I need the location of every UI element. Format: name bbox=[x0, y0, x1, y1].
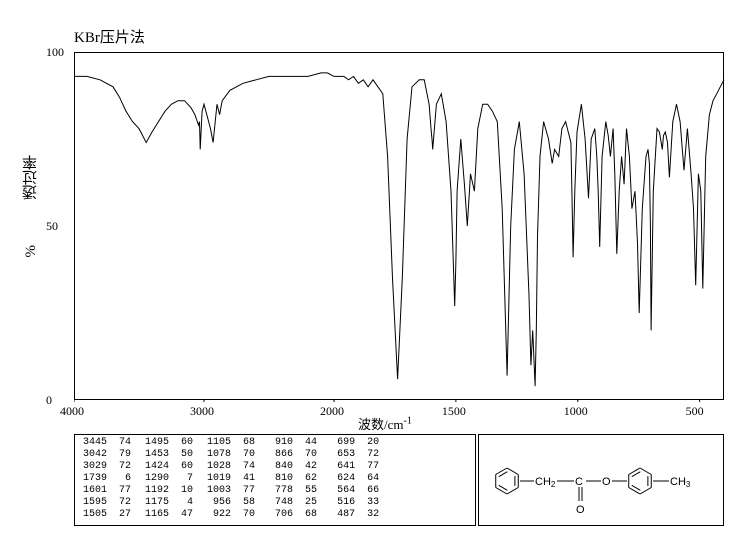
molecular-structure-box: CH2 C O O CH3 bbox=[478, 434, 724, 526]
x-axis-label-sup: -1 bbox=[404, 416, 412, 427]
x-tick-label: 3000 bbox=[190, 404, 214, 419]
svg-text:O: O bbox=[576, 504, 585, 516]
peak-data-table: 3445 74 3042 79 3029 72 1739 6 1601 77 1… bbox=[74, 434, 476, 526]
y-axis-label-bottom: % bbox=[23, 245, 40, 258]
y-tick-label: 50 bbox=[46, 219, 66, 234]
chart-title: KBr压片法 bbox=[74, 26, 145, 47]
svg-text:O: O bbox=[602, 476, 611, 488]
spectrum-svg bbox=[74, 52, 726, 402]
x-axis-label: 波数/cm-1 bbox=[358, 414, 412, 433]
svg-text:CH2: CH2 bbox=[535, 476, 556, 489]
y-axis-label-top: 透过率 bbox=[20, 155, 41, 200]
x-axis-label-text: 波数/cm bbox=[358, 417, 404, 432]
x-tick-label: 1000 bbox=[564, 404, 588, 419]
y-tick-label: 100 bbox=[46, 45, 66, 60]
x-tick-label: 1500 bbox=[442, 404, 466, 419]
x-tick-label: 2000 bbox=[320, 404, 344, 419]
molecular-structure-svg: CH2 C O O CH3 bbox=[479, 435, 725, 527]
x-tick-label: 500 bbox=[686, 404, 704, 419]
svg-text:CH3: CH3 bbox=[670, 476, 691, 489]
svg-text:C: C bbox=[575, 476, 583, 488]
y-tick-label: 0 bbox=[46, 393, 66, 408]
